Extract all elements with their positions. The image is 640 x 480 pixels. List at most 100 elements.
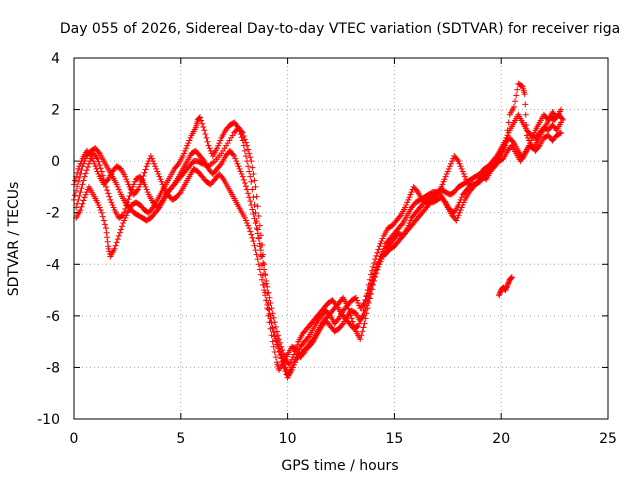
data-point bbox=[248, 201, 255, 208]
data-point bbox=[258, 276, 265, 283]
data-point bbox=[407, 217, 414, 224]
data-point bbox=[354, 297, 361, 304]
data-point bbox=[271, 333, 278, 340]
data-point bbox=[272, 337, 279, 344]
data-point bbox=[405, 196, 412, 203]
series-track-d bbox=[73, 111, 567, 368]
data-point bbox=[270, 328, 277, 335]
data-point bbox=[377, 240, 384, 247]
data-point bbox=[413, 187, 420, 194]
data-point bbox=[254, 256, 261, 263]
data-point bbox=[235, 163, 242, 170]
data-point bbox=[528, 137, 535, 144]
data-point bbox=[159, 181, 166, 188]
data-point bbox=[262, 292, 269, 299]
data-point bbox=[78, 185, 85, 192]
data-point bbox=[82, 170, 89, 177]
data-point bbox=[237, 131, 244, 138]
data-point bbox=[246, 168, 253, 175]
data-point bbox=[291, 351, 298, 358]
data-point bbox=[352, 294, 359, 301]
data-point bbox=[183, 145, 190, 152]
data-point bbox=[358, 332, 365, 339]
data-point bbox=[507, 275, 514, 282]
data-point bbox=[92, 163, 99, 170]
data-point bbox=[244, 186, 251, 193]
data-point bbox=[403, 201, 410, 208]
data-point bbox=[261, 266, 268, 273]
data-point bbox=[458, 194, 465, 201]
data-point bbox=[440, 178, 447, 185]
data-point bbox=[370, 263, 377, 270]
data-point bbox=[125, 181, 132, 188]
data-point bbox=[508, 274, 515, 281]
data-point bbox=[103, 225, 110, 232]
data-point bbox=[248, 231, 255, 238]
y-tick-label: 0 bbox=[51, 154, 60, 170]
data-point bbox=[531, 129, 538, 136]
data-point bbox=[363, 292, 370, 299]
data-point bbox=[98, 209, 105, 216]
data-point bbox=[446, 163, 453, 170]
data-point bbox=[371, 273, 378, 280]
data-point bbox=[511, 103, 518, 110]
data-point bbox=[262, 272, 269, 279]
data-point bbox=[104, 238, 111, 245]
data-point bbox=[131, 178, 138, 185]
data-point bbox=[236, 165, 243, 172]
data-point bbox=[279, 358, 286, 365]
data-point bbox=[304, 334, 311, 341]
data-point bbox=[141, 181, 148, 188]
data-point bbox=[505, 280, 512, 287]
data-point bbox=[83, 167, 90, 174]
data-point bbox=[349, 318, 356, 325]
data-point bbox=[185, 140, 192, 147]
data-point bbox=[332, 301, 339, 308]
data-point bbox=[255, 212, 262, 219]
x-tick-label: 5 bbox=[176, 431, 185, 447]
data-point bbox=[127, 189, 134, 196]
data-point bbox=[334, 316, 341, 323]
data-point bbox=[377, 256, 384, 263]
data-point bbox=[87, 158, 94, 165]
data-point bbox=[98, 168, 105, 175]
data-point bbox=[256, 222, 263, 229]
x-axis-label: GPS time / hours bbox=[281, 458, 398, 474]
data-point bbox=[234, 160, 241, 167]
data-point bbox=[116, 189, 123, 196]
data-point bbox=[76, 163, 83, 170]
data-point bbox=[269, 324, 276, 331]
data-point bbox=[288, 367, 295, 374]
data-point bbox=[368, 281, 375, 288]
data-point bbox=[234, 123, 241, 130]
data-point bbox=[355, 299, 362, 306]
data-point bbox=[96, 162, 103, 169]
data-point bbox=[460, 199, 467, 206]
data-point bbox=[260, 259, 267, 266]
data-point bbox=[119, 212, 126, 219]
data-point bbox=[513, 92, 520, 99]
data-point bbox=[257, 271, 264, 278]
data-point bbox=[77, 171, 84, 178]
data-point bbox=[217, 162, 224, 169]
data-point bbox=[239, 137, 246, 144]
data-point bbox=[207, 147, 214, 154]
data-point bbox=[105, 243, 112, 250]
data-marks bbox=[71, 80, 567, 381]
data-point bbox=[252, 247, 259, 254]
data-point bbox=[100, 176, 107, 183]
data-point bbox=[361, 320, 368, 327]
data-point bbox=[529, 134, 536, 141]
data-point bbox=[267, 315, 274, 322]
y-tick-label: -8 bbox=[46, 360, 60, 376]
data-point bbox=[497, 289, 504, 296]
data-point bbox=[78, 158, 85, 165]
data-point bbox=[254, 203, 261, 210]
data-point bbox=[78, 203, 85, 210]
data-point bbox=[271, 319, 278, 326]
data-point bbox=[396, 213, 403, 220]
data-point bbox=[274, 345, 281, 352]
data-point bbox=[375, 246, 382, 253]
data-point bbox=[124, 199, 131, 206]
data-point bbox=[509, 138, 516, 145]
